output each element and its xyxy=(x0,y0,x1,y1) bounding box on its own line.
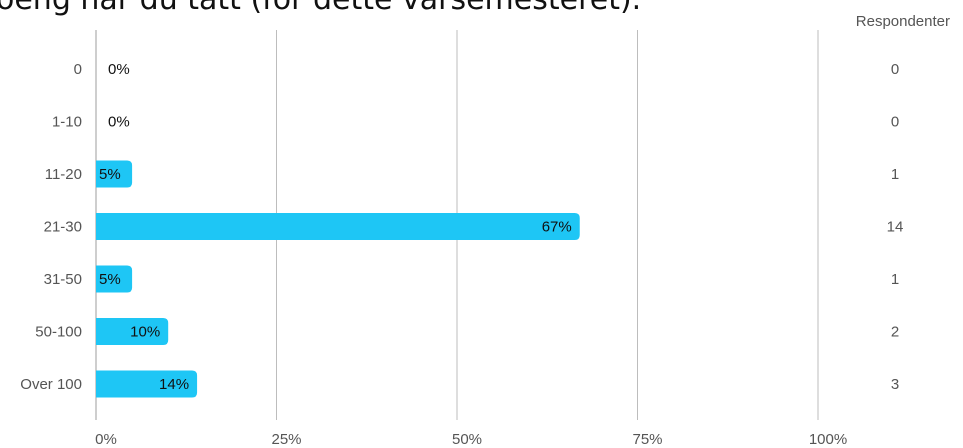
category-label: 50-100 xyxy=(35,324,82,341)
x-tick-label: 50% xyxy=(452,431,482,448)
value-label: 5% xyxy=(99,271,121,288)
bar xyxy=(96,370,198,398)
value-label: 5% xyxy=(99,166,121,183)
value-label: 0% xyxy=(108,114,130,131)
category-label: Over 100 xyxy=(20,376,82,393)
respondent-count: 1 xyxy=(891,166,899,183)
respondent-count: 14 xyxy=(887,219,904,236)
category-label: 21-30 xyxy=(44,219,82,236)
x-tick-label: 25% xyxy=(271,431,301,448)
bar xyxy=(96,213,580,240)
category-label: 11-20 xyxy=(45,166,82,183)
bars-layer xyxy=(96,160,580,398)
bar xyxy=(96,318,169,345)
x-tick-label: 0% xyxy=(95,431,117,448)
respondents-header: Respondenter xyxy=(855,13,950,30)
value-label: 67% xyxy=(542,219,572,236)
labels-layer: 0% 25% 50% 75% 100%0 0% 01-10 0% 011-20 5% 121-30 6… xyxy=(20,61,903,448)
value-label: 10% xyxy=(130,324,160,341)
value-label: 14% xyxy=(159,376,189,393)
respondent-count: 0 xyxy=(891,61,899,78)
category-label: 0 xyxy=(74,61,82,78)
respondent-count: 3 xyxy=(891,376,899,393)
respondent-count: 0 xyxy=(891,114,899,131)
respondent-count: 2 xyxy=(891,324,899,341)
x-tick-label: 100% xyxy=(809,431,847,448)
x-tick-label: 75% xyxy=(632,431,662,448)
category-label: 31-50 xyxy=(44,271,82,288)
bar xyxy=(96,160,133,188)
bar xyxy=(96,265,133,293)
category-label: 1-10 xyxy=(52,114,82,131)
value-label: 0% xyxy=(108,61,130,78)
respondent-count: 1 xyxy=(891,271,899,288)
chart-title: oeng har du tatt (for dette vårsemestere… xyxy=(0,0,641,17)
